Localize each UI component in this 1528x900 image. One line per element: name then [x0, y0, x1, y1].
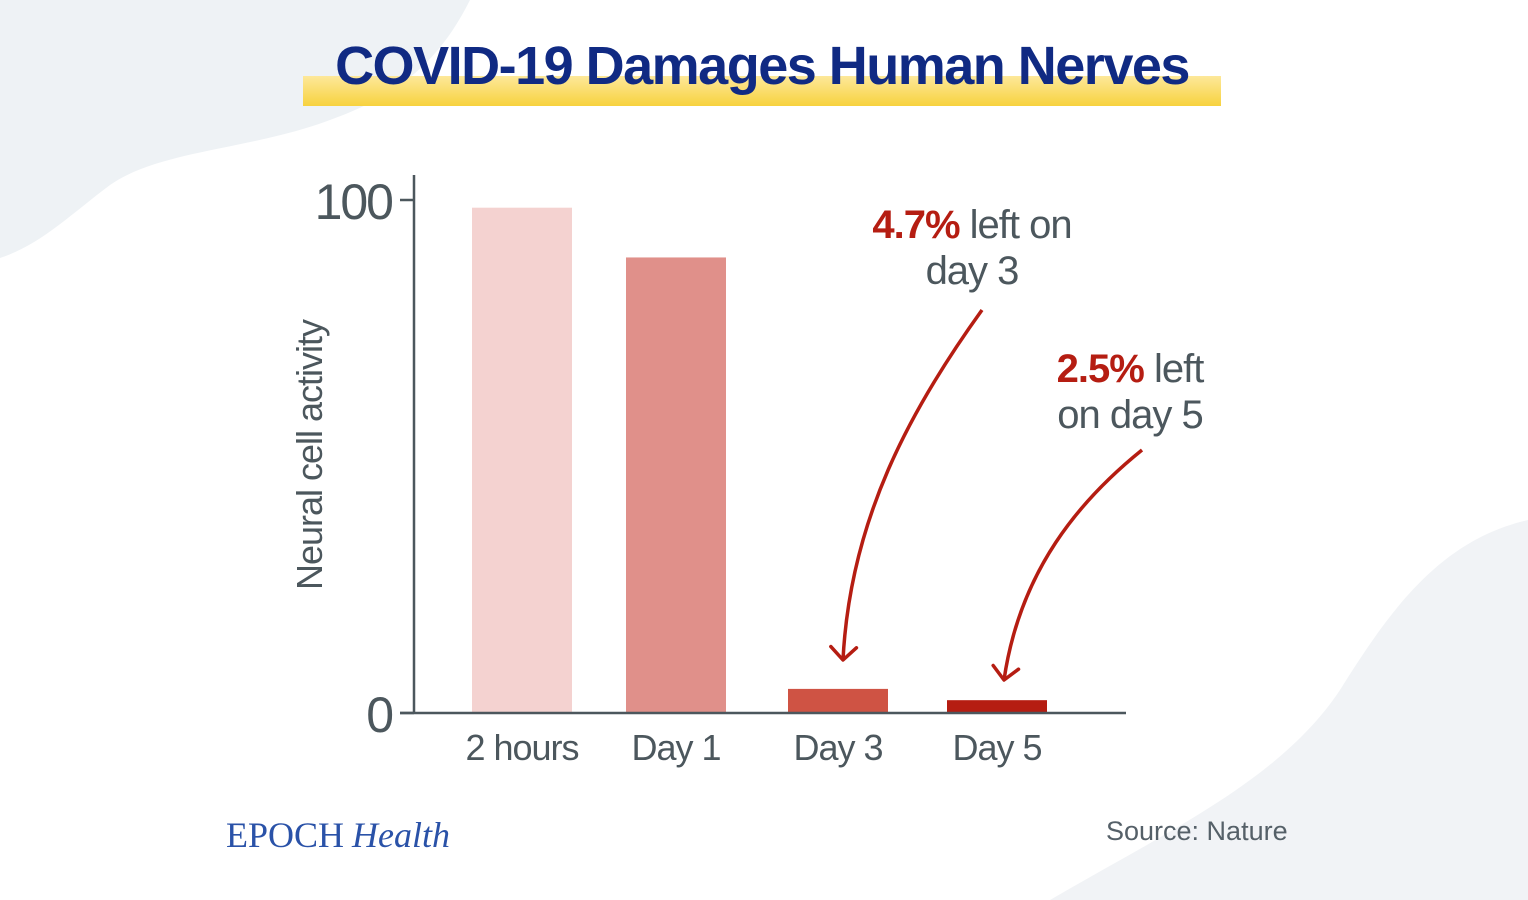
brand-name: EPOCH — [226, 815, 345, 855]
background-blob-top-left — [0, 0, 470, 258]
annotation-day-5-percent: 2.5% — [1056, 347, 1145, 391]
annotation-day-3: 4.7% left on day 3 — [842, 202, 1102, 294]
x-tick-label: Day 3 — [793, 727, 882, 768]
bar-2-hours — [472, 207, 572, 713]
brand-logo: EPOCH Health — [226, 814, 450, 856]
annotation-day-3-percent: 4.7% — [872, 203, 960, 247]
source-note: Source: Nature — [1106, 816, 1288, 846]
y-axis-label: Neural cell activity — [289, 319, 330, 590]
background-blob-bottom-right — [1050, 520, 1528, 900]
x-tick-label: Day 5 — [952, 727, 1041, 768]
bar-day-5 — [947, 700, 1047, 713]
title-block: COVID-19 Damages Human Nerves — [303, 28, 1221, 108]
bar-day-3 — [788, 688, 888, 713]
chart-title: COVID-19 Damages Human Nerves — [335, 36, 1190, 96]
annotation-day-5-line1: left — [1143, 347, 1204, 391]
annotation-day-3-line1: left on — [959, 203, 1073, 247]
annotation-day-5: 2.5% left on day 5 — [1010, 346, 1250, 438]
brand-suffix: Health — [352, 815, 451, 855]
y-tick-label: 0 — [366, 687, 392, 743]
x-tick-label: Day 1 — [631, 727, 720, 768]
annotation-day-5-line2: on day 5 — [1057, 393, 1203, 437]
x-tick-label: 2 hours — [465, 727, 578, 768]
annotation-arrow-day-5 — [991, 448, 1144, 682]
y-tick-label: 100 — [315, 174, 393, 230]
annotation-arrow-day-3 — [829, 308, 984, 662]
bar-day-1 — [626, 257, 726, 713]
title-highlight — [303, 76, 1221, 106]
annotation-day-3-line2: day 3 — [925, 249, 1020, 293]
